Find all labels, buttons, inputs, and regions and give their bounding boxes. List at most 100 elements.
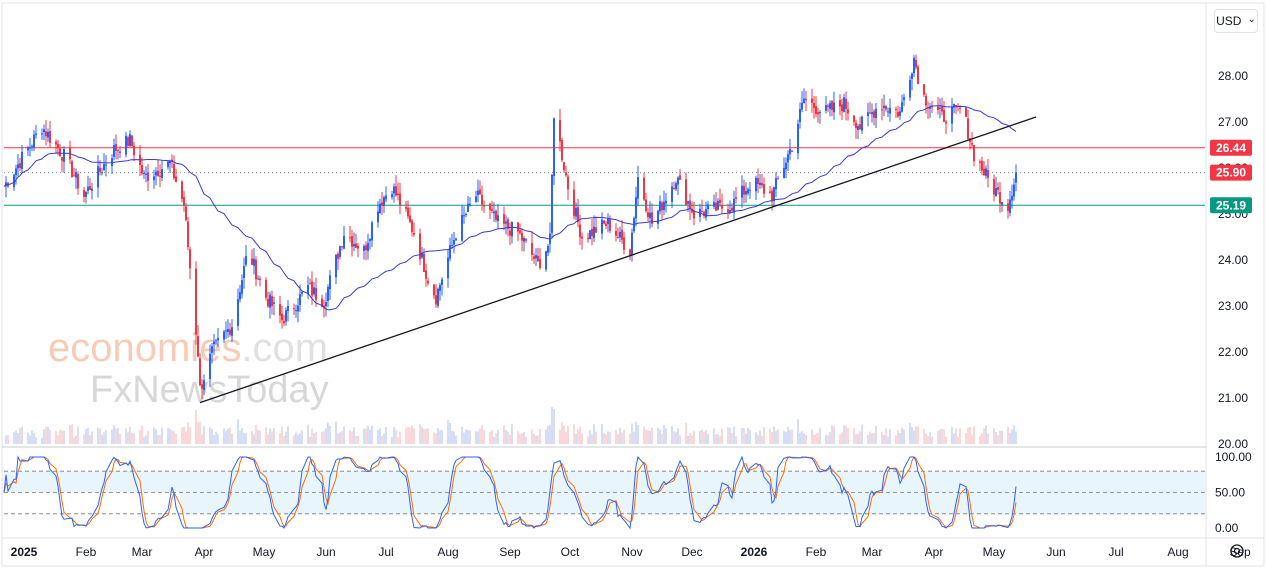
volume-bar [215,431,217,444]
candle-body [833,102,835,113]
volume-bar [127,431,129,444]
volume-bar [903,429,905,444]
volume-bar [917,426,919,444]
volume-bar [729,427,731,444]
time-tick-label: Jun [1046,545,1065,559]
candle-body [741,185,743,198]
candle-body [383,197,385,206]
candle-body [819,112,821,114]
candle-body [229,329,231,335]
candle-body [447,257,449,279]
volume-bar [839,434,841,444]
price-tick-label: 27.00 [1218,115,1248,129]
candle-body [587,237,589,239]
time-tick-label: Mar [862,545,883,559]
volume-bar [423,429,425,444]
candle-body [209,353,211,380]
volume-bar [481,425,483,444]
volume-bar [325,428,327,444]
candle-body [967,118,969,139]
candle-body [85,191,87,197]
gear-icon[interactable] [1228,542,1246,560]
volume-bar [285,431,287,444]
trendline[interactable] [199,116,1037,404]
volume-bar [911,427,913,444]
candle-body [787,154,789,163]
volume-bar [861,424,863,444]
candle-body [705,209,707,218]
volume-bar [923,428,925,444]
volume-bar [283,436,285,444]
volume-bar [775,431,777,444]
candle-body [801,102,803,110]
candle-body [579,224,581,238]
candle-body [63,149,65,162]
candle-body [581,236,583,239]
candle-body [803,98,805,104]
volume-bar [537,435,539,444]
candle-body [265,279,267,298]
volume-bar [189,426,191,444]
volume-bar [957,437,959,444]
volume-bar [649,430,651,444]
candle-body [327,287,329,301]
candle-body [185,206,187,221]
candle-body [773,187,775,202]
volume-bar [609,432,611,444]
candle-body [141,165,143,174]
candle-body [875,108,877,119]
volume-bar [59,429,61,444]
candle-body [901,102,903,112]
stochastic-band-left [4,471,180,493]
volume-bar [889,429,891,444]
time-tick-label: Jul [1108,545,1123,559]
candle-body [747,189,749,194]
candle-body [917,66,919,84]
candle-body [703,212,705,216]
candle-body [49,131,51,143]
volume-bar [279,432,281,444]
volume-bar [405,428,407,444]
volume-bar [783,430,785,444]
candle-body [155,171,157,176]
candle-body [911,73,913,80]
candle-body [395,186,397,196]
candle-body [887,111,889,113]
candle-body [651,212,653,224]
volume-bar [341,430,343,444]
time-axis: 2025 Feb Mar Apr May Jun Jul Aug Sep Oct Nov Dec 202… [11,545,1251,559]
candle-body [775,178,777,190]
volume-bar [379,428,381,444]
volume-bar [117,427,119,444]
volume-bar [531,429,533,444]
candle-body [533,256,535,260]
volume-bar [617,434,619,444]
volume-bar [27,432,29,444]
candle-body [551,174,553,233]
volume-bar [169,429,171,444]
candle-body [813,102,815,108]
candle-body [593,226,595,239]
volume-bar [321,432,323,444]
volume-bar [881,431,883,444]
candle-body [161,169,163,179]
volume-bar [789,430,791,444]
candle-body [605,223,607,226]
volume-bar [315,431,317,444]
candle-body [853,115,855,123]
currency-selector[interactable]: USD ⌄ [1214,9,1258,33]
candle-body [143,173,145,175]
candle-body [469,203,471,205]
volume-bar [643,426,645,444]
volume-bar [231,433,233,444]
time-tick-label: Dec [681,545,702,559]
stochastic-tick-label: 50.00 [1215,486,1245,500]
volume-bar [73,437,75,444]
volume-bar [309,436,311,444]
volume-bar [103,432,105,444]
volume-bar [607,431,609,444]
candle-body [959,107,961,109]
chevron-down-icon: ⌄ [1247,13,1256,25]
volume-bar [705,430,707,444]
